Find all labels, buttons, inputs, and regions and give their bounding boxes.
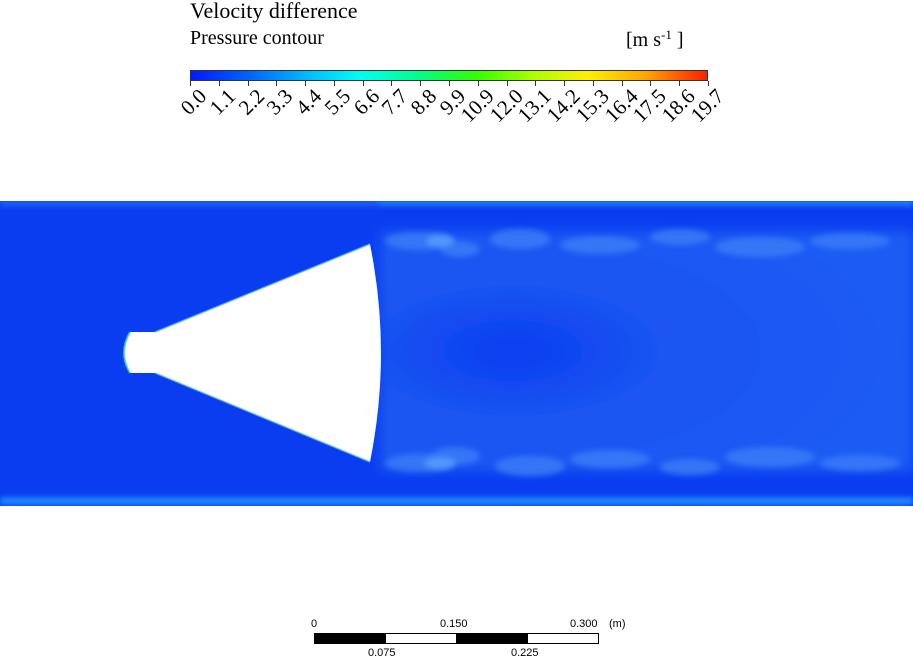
colorbar-tick-label: 4.4 — [290, 84, 327, 120]
colorbar-tick-mark — [305, 81, 306, 86]
colorbar-tick-mark — [564, 81, 565, 86]
colorbar-tick-mark — [449, 81, 450, 86]
colorbar-tick-mark — [593, 81, 594, 86]
colorbar-tick-mark — [219, 81, 220, 86]
colorbar-tick-label: 15.3 — [570, 84, 614, 127]
legend-title: Velocity difference — [190, 0, 358, 23]
colorbar-tick-label: 1.1 — [204, 84, 240, 120]
colorbar-tick-label: 14.2 — [541, 84, 585, 127]
scale-unit: (m) — [609, 618, 626, 630]
colorbar-tick-label: 2.2 — [233, 84, 269, 120]
scale-top-label-0: 0 — [311, 618, 318, 630]
colorbar-tick-label: 17.5 — [628, 84, 672, 127]
colorbar-tick-mark — [478, 81, 479, 86]
colorbar-tick-mark — [622, 81, 623, 86]
colorbar-tick-label: 3.3 — [262, 84, 298, 120]
colorbar-tick-mark — [276, 81, 277, 86]
colorbar-tick-mark — [334, 81, 335, 86]
contour-plot — [0, 201, 913, 506]
colorbar-tick-label: 19.7 — [685, 84, 729, 127]
scale-top-label-2: 0.300 — [570, 618, 598, 630]
colorbar-tick-mark — [190, 81, 191, 86]
colorbar-tick-label: 13.1 — [513, 84, 557, 127]
scale-segment-1 — [314, 633, 386, 644]
colorbar-tick-label: 0.0 — [175, 84, 212, 120]
velocity-field — [0, 201, 913, 506]
scale-bottom-label-1: 0.225 — [511, 647, 539, 659]
colorbar-tick-mark — [248, 81, 249, 86]
wake-region — [380, 231, 913, 471]
scale-segment-2 — [385, 633, 457, 644]
colorbar-tick-label: 18.6 — [656, 84, 700, 127]
colorbar-tick-label: 8.8 — [405, 84, 442, 120]
colorbar-tick-label: 12.0 — [484, 84, 528, 127]
colorbar-tick-mark — [535, 81, 536, 86]
colorbar-tick-mark — [507, 81, 508, 86]
trailing-edge-patches — [424, 235, 456, 469]
scale-segment-3 — [456, 633, 528, 644]
colorbar-tick-label: 6.6 — [348, 84, 384, 120]
colorbar-tick-mark — [650, 81, 651, 86]
scale-top-label-1: 0.150 — [440, 618, 468, 630]
legend-subtitle: Pressure contour — [190, 27, 324, 49]
colorbar-tick-mark — [391, 81, 392, 86]
nozzle-edge-highlight — [154, 243, 371, 463]
colorbar-tick-label: 9.9 — [434, 84, 471, 120]
colorbar-ticks: 0.0 1.1 2.2 3.3 4.4 5.5 6.6 7.7 8.8 9.9 10.9 12.0 13… — [0, 0, 913, 200]
colorbar-tick-label: 5.5 — [319, 84, 356, 120]
nozzle-body — [124, 244, 381, 462]
colorbar-tick-mark — [363, 81, 364, 86]
colorbar-tick-label: 16.4 — [599, 84, 643, 127]
unit-exponent: -1 — [661, 27, 672, 42]
colorbar-tick-mark — [679, 81, 680, 86]
colorbar-tick-label: 7.7 — [377, 84, 413, 120]
colorbar-tick-mark — [420, 81, 421, 86]
colorbar — [190, 70, 708, 81]
colorbar-tick-mark — [708, 81, 709, 86]
scale-bar: 0 0.150 0.300 (m) 0.075 0.225 — [0, 612, 913, 659]
scale-segment-4 — [527, 633, 599, 644]
colorbar-tick-label: 10.9 — [455, 84, 499, 127]
unit-suffix: ] — [671, 29, 684, 51]
nozzle-tip-highlight — [123, 331, 131, 374]
scale-bottom-label-0: 0.075 — [368, 647, 396, 659]
legend-unit: [m s-1 ] — [626, 27, 684, 52]
unit-prefix: [m s — [626, 29, 661, 51]
wall-highlights — [0, 201, 913, 504]
